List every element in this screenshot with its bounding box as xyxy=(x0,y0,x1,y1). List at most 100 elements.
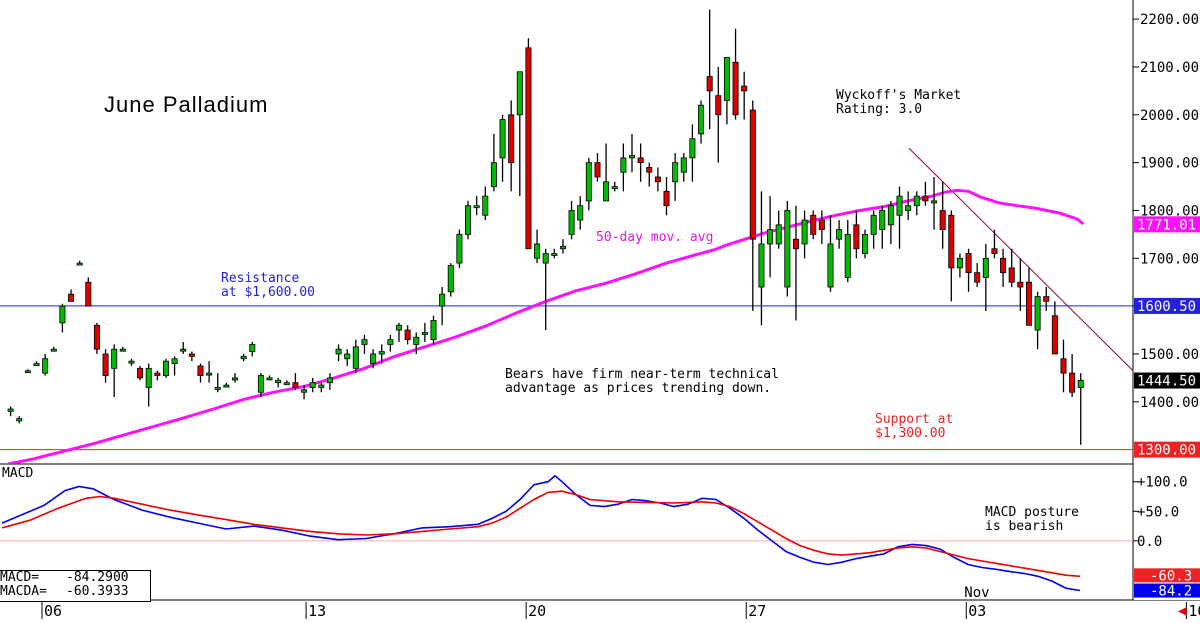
candle-body xyxy=(232,377,239,381)
candle-body xyxy=(844,233,851,278)
candle-body xyxy=(456,233,463,264)
candle-body xyxy=(119,348,126,352)
macd-value-bg xyxy=(1134,583,1200,598)
macd-panel xyxy=(0,474,1133,592)
candle-body xyxy=(689,138,696,159)
candle-body xyxy=(637,157,644,164)
price-tick-label: 1500.00 xyxy=(1140,347,1199,363)
candle-body xyxy=(956,257,963,269)
candle-body xyxy=(965,253,972,274)
candles xyxy=(7,9,1084,445)
macd-tick-label: +50.0 xyxy=(1137,504,1179,520)
candle-body xyxy=(482,195,489,216)
candle-body xyxy=(1077,379,1084,388)
last-price-bg xyxy=(1134,372,1200,389)
candle-body xyxy=(1025,281,1032,326)
ma-annotation: 50-day mov. avg xyxy=(596,230,714,245)
candle-body xyxy=(672,162,679,183)
candle-body xyxy=(93,324,100,350)
candle-body xyxy=(162,360,169,376)
candle-body xyxy=(499,119,506,159)
price-tick-label: 1900.00 xyxy=(1140,156,1199,172)
downtrend-line xyxy=(908,147,1134,372)
month-label: Nov xyxy=(964,585,989,601)
candle-body xyxy=(301,389,308,393)
candle-body xyxy=(214,387,221,390)
candle-body xyxy=(137,367,144,379)
chart-title: June Palladium xyxy=(104,92,269,117)
candle-body xyxy=(309,382,316,388)
candle-body xyxy=(534,243,541,259)
date-label: 27 xyxy=(748,602,766,620)
ma-price-label: 1771.01 xyxy=(1137,217,1196,233)
candle-body xyxy=(775,224,782,245)
candle-body xyxy=(551,253,558,256)
candle-body xyxy=(879,210,886,231)
candle-body xyxy=(59,305,66,324)
candle-body xyxy=(430,320,437,341)
macd-title: MACD xyxy=(2,466,34,481)
candle-body xyxy=(68,293,75,302)
candle-body xyxy=(982,257,989,278)
candle-body xyxy=(370,353,377,364)
candle-body xyxy=(603,181,610,202)
candle-body xyxy=(387,339,394,345)
candle-body xyxy=(361,339,368,345)
candle-body xyxy=(628,155,635,159)
resistance-price-label: 1600.50 xyxy=(1137,299,1196,315)
candle-body xyxy=(585,162,592,202)
macd-annotation: MACD posture is bearish xyxy=(985,505,1079,534)
candle-body xyxy=(542,253,549,264)
candle-body xyxy=(818,219,825,231)
candle-body xyxy=(646,167,653,173)
scroll-right-arrow-icon[interactable]: ◀ xyxy=(1178,603,1187,619)
candle-body xyxy=(85,281,92,307)
candle-body xyxy=(439,293,446,307)
axes: 1400.001500.001600.001700.001800.001900.… xyxy=(41,12,1200,620)
candle-body xyxy=(516,71,523,116)
last-price-label: 1444.50 xyxy=(1137,374,1196,390)
macd-tick-label: 0.0 xyxy=(1137,534,1162,550)
candle-body xyxy=(508,114,515,164)
support-price-label: 1300.00 xyxy=(1137,443,1196,459)
candle-body xyxy=(275,379,282,384)
candle-body xyxy=(620,157,627,173)
candle-body xyxy=(50,348,57,352)
candle-body xyxy=(792,238,799,250)
candle-body xyxy=(931,200,938,204)
candle-body xyxy=(1017,281,1024,288)
candle-body xyxy=(680,157,687,173)
candle-body xyxy=(1069,372,1076,393)
price-panel xyxy=(0,9,1134,464)
candle-body xyxy=(240,355,247,360)
candle-body xyxy=(1043,296,1050,302)
candle-body xyxy=(698,104,705,135)
candle-body xyxy=(490,162,497,187)
macd-value-label: -84.2 xyxy=(1150,584,1192,600)
candle-body xyxy=(378,351,385,355)
candle-body xyxy=(853,224,860,250)
candle-body xyxy=(896,195,903,216)
candle-body xyxy=(16,418,23,422)
candle-body xyxy=(7,408,14,412)
candle-body xyxy=(870,214,877,235)
candle-body xyxy=(663,190,670,207)
candle-body xyxy=(395,324,402,331)
candle-body xyxy=(465,205,472,235)
candle-body xyxy=(827,243,834,288)
candle-body xyxy=(801,219,808,245)
macd-tick-label: +100.0 xyxy=(1137,475,1188,491)
candle-body xyxy=(111,348,118,369)
price-tick-label: 1400.00 xyxy=(1140,395,1199,411)
candle-body xyxy=(913,195,920,207)
candle-body xyxy=(145,367,152,388)
price-tick-label: 1700.00 xyxy=(1140,251,1199,267)
resistance-price-label-bg xyxy=(1134,297,1200,314)
candle-body xyxy=(102,353,109,376)
candle-body xyxy=(974,272,981,283)
candle-body xyxy=(33,363,40,366)
candle-body xyxy=(266,377,273,381)
candle-body xyxy=(525,47,532,250)
candle-body xyxy=(344,353,351,360)
